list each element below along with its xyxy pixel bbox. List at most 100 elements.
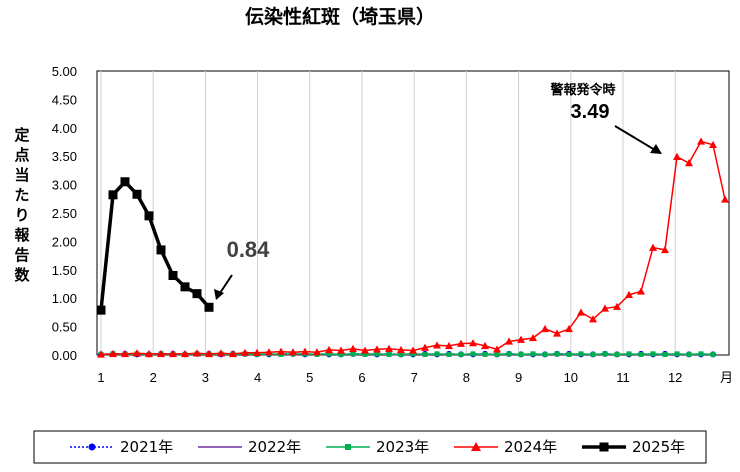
data-point-2025年 xyxy=(192,289,202,299)
x-tick-label: 11 xyxy=(616,370,630,385)
data-point-2024年 xyxy=(205,349,213,358)
y-axis-label-char: 点 xyxy=(14,146,29,164)
x-axis-ticks: 1 2 3 4 5 6 7 8 9 10 11 12 xyxy=(97,370,682,385)
series-2024年 xyxy=(97,137,729,358)
data-point-2024年 xyxy=(529,333,537,342)
plot-area xyxy=(96,70,730,356)
y-axis-ticks: 0.00 0.50 1.00 1.50 2.00 2.50 3.00 3.50 4.00 4.50… xyxy=(52,64,77,363)
data-point-2024年 xyxy=(337,346,345,354)
legend: 2021年 2022年 2023年 2024年 2025年 xyxy=(70,438,685,456)
data-point-2024年 xyxy=(421,343,429,351)
legend-item-2023年: 2023年 xyxy=(326,438,429,456)
data-point-2023年 xyxy=(698,351,704,357)
y-tick-label: 1.00 xyxy=(52,291,77,306)
alert-annotation-arrow xyxy=(614,125,656,151)
data-point-2024年 xyxy=(433,341,441,349)
alert-annotation-label: 警報発令時 xyxy=(550,82,615,98)
alert-annotation-value: 3.49 xyxy=(571,101,610,123)
data-point-2023年 xyxy=(554,351,560,357)
data-point-2023年 xyxy=(674,351,680,357)
x-tick-label: 6 xyxy=(358,370,365,385)
x-tick-label: 3 xyxy=(202,370,209,385)
data-point-2023年 xyxy=(566,351,572,357)
data-point-2025年 xyxy=(168,270,178,280)
y-tick-label: 0.00 xyxy=(52,348,77,363)
y-axis-label-char: 当 xyxy=(14,166,29,184)
data-point-2023年 xyxy=(614,351,620,357)
series-line-2025年 xyxy=(99,179,211,311)
data-point-2023年 xyxy=(638,351,644,357)
latest-annotation-arrowhead xyxy=(214,289,224,300)
series-2025年 xyxy=(96,177,214,315)
data-point-2023年 xyxy=(362,351,368,357)
data-point-2025年 xyxy=(144,211,154,221)
x-tick-label: 2 xyxy=(150,370,157,385)
y-axis-label-char: り xyxy=(14,206,29,224)
data-point-2024年 xyxy=(301,347,309,355)
data-point-2024年 xyxy=(241,348,249,356)
data-point-2024年 xyxy=(109,349,117,358)
data-point-2025年 xyxy=(120,177,130,187)
legend-item-2024年: 2024年 xyxy=(454,438,557,456)
y-tick-label: 5.00 xyxy=(52,64,77,79)
x-tick-label: 9 xyxy=(515,370,522,385)
y-axis-label-char: 報 xyxy=(14,226,30,244)
latest-annotation-value: 0.84 xyxy=(227,237,271,262)
data-point-2023年 xyxy=(494,351,500,357)
y-tick-label: 1.50 xyxy=(52,263,77,278)
data-point-2023年 xyxy=(326,351,332,357)
data-point-2024年 xyxy=(169,349,177,358)
data-point-2023年 xyxy=(410,351,416,357)
y-axis-label-char: 告 xyxy=(14,246,29,264)
data-point-2023年 xyxy=(434,351,440,357)
data-point-2024年 xyxy=(97,350,105,358)
data-point-2024年 xyxy=(181,349,189,358)
data-point-2023年 xyxy=(662,351,668,357)
data-point-2024年 xyxy=(625,290,633,298)
data-point-2023年 xyxy=(530,351,536,357)
legend-swatch-marker xyxy=(471,442,481,451)
data-point-2024年 xyxy=(145,349,153,358)
data-point-2024年 xyxy=(469,339,477,347)
y-axis-label-char: た xyxy=(14,186,29,204)
data-point-2024年 xyxy=(229,349,237,358)
x-tick-label: 1 xyxy=(97,370,104,385)
data-point-2023年 xyxy=(386,351,392,357)
data-point-2023年 xyxy=(506,351,512,357)
data-point-2024年 xyxy=(445,341,453,350)
data-point-2023年 xyxy=(458,351,464,357)
x-axis-unit-label: 月 xyxy=(720,370,733,385)
data-point-2025年 xyxy=(156,245,166,255)
data-point-2025年 xyxy=(132,189,142,199)
x-tick-label: 8 xyxy=(463,370,470,385)
legend-label: 2025年 xyxy=(632,438,685,456)
data-point-2024年 xyxy=(709,140,717,149)
chart-title: 伝染性紅斑（埼玉県） xyxy=(245,5,435,28)
y-tick-label: 0.50 xyxy=(52,320,77,335)
data-point-2023年 xyxy=(710,351,716,357)
data-point-2024年 xyxy=(409,346,417,354)
y-tick-label: 2.50 xyxy=(52,206,77,221)
data-point-2024年 xyxy=(637,287,645,295)
data-point-2023年 xyxy=(482,351,488,357)
series-layer xyxy=(96,137,729,358)
y-axis-label-char: 定 xyxy=(14,126,29,144)
legend-item-2021年: 2021年 xyxy=(70,438,173,456)
data-point-2023年 xyxy=(650,351,656,357)
x-tick-label: 12 xyxy=(668,370,682,385)
legend-swatch-marker xyxy=(345,444,351,450)
data-point-2024年 xyxy=(613,302,621,310)
legend-label: 2021年 xyxy=(120,438,173,456)
data-point-2024年 xyxy=(397,345,405,354)
y-tick-label: 4.50 xyxy=(52,92,77,107)
data-point-2024年 xyxy=(517,335,525,343)
data-point-2024年 xyxy=(553,329,561,337)
data-point-2024年 xyxy=(217,349,225,357)
data-point-2024年 xyxy=(577,308,585,316)
data-point-2024年 xyxy=(385,344,393,352)
data-point-2024年 xyxy=(493,345,501,353)
data-point-2024年 xyxy=(565,324,573,333)
data-point-2024年 xyxy=(265,348,273,356)
